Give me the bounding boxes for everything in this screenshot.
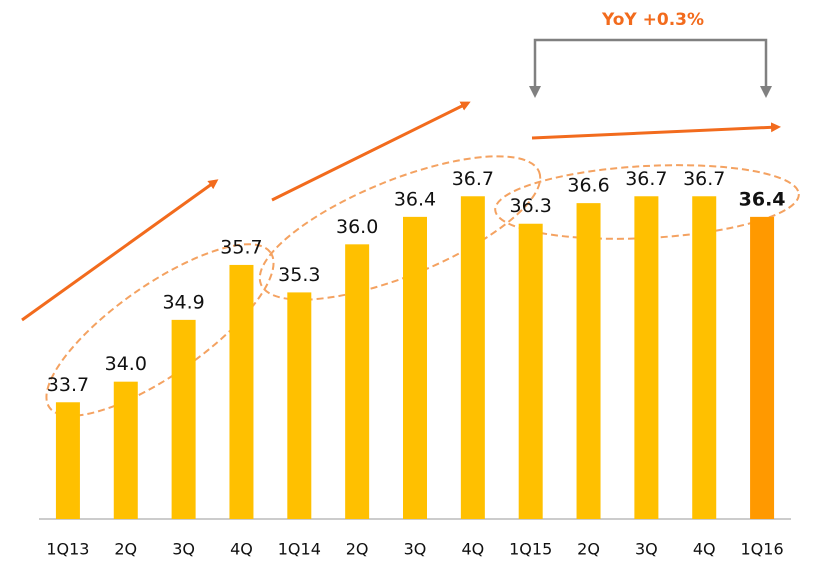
value-label: 36.3 — [510, 195, 552, 217]
bar — [576, 203, 601, 519]
bar — [55, 402, 80, 519]
value-label: 34.9 — [162, 291, 204, 313]
value-label: 36.7 — [452, 168, 494, 190]
bar — [518, 223, 543, 519]
value-label: 33.7 — [47, 374, 89, 396]
value-label: 35.7 — [220, 236, 262, 258]
bar — [287, 292, 312, 519]
bar — [460, 196, 485, 519]
x-tick-label: 3Q — [404, 540, 427, 559]
value-label: 36.0 — [336, 216, 378, 238]
x-tick-label: 2Q — [346, 540, 369, 559]
value-label: 35.3 — [278, 264, 320, 286]
annotation: YoY +0.3% — [601, 10, 704, 30]
x-tick-label: 4Q — [461, 540, 484, 559]
value-label: 36.4 — [739, 188, 786, 210]
x-tick-label: 2Q — [577, 540, 600, 559]
decorations — [21, 38, 800, 417]
bar — [171, 319, 196, 519]
x-tick-label: 1Q15 — [509, 540, 552, 559]
x-tick-label: 4Q — [230, 540, 253, 559]
x-tick-label: 3Q — [172, 540, 195, 559]
x-tick-label: 1Q14 — [278, 540, 321, 559]
bar — [345, 244, 370, 520]
bar — [750, 216, 775, 519]
value-label: 36.6 — [567, 175, 609, 197]
bar — [403, 216, 427, 519]
bar — [692, 196, 717, 519]
value-label: 34.0 — [105, 353, 147, 375]
value-label: 36.4 — [394, 188, 436, 210]
bar — [229, 264, 254, 519]
bar — [113, 381, 138, 519]
value-label: 36.7 — [625, 168, 667, 190]
x-tick-label: 4Q — [693, 540, 716, 559]
x-tick-label: 2Q — [114, 540, 137, 559]
x-tick-label: 1Q16 — [741, 540, 784, 559]
value-label: 36.7 — [683, 168, 725, 190]
x-tick-label: 3Q — [635, 540, 658, 559]
bar — [634, 196, 659, 519]
x-tick-label: 1Q13 — [46, 540, 89, 559]
